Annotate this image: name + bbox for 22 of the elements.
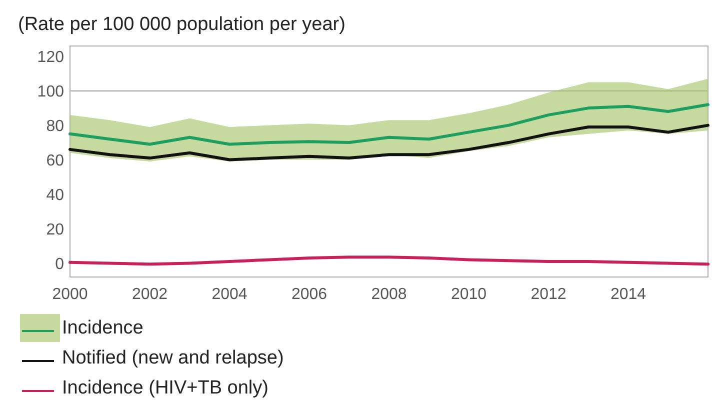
x-tick-label: 2012 [530, 286, 566, 303]
legend-label: Incidence [62, 318, 144, 339]
chart-title: (Rate per 100 000 population per year) [18, 14, 346, 35]
x-tick-label: 2008 [371, 286, 407, 303]
line-series [68, 256, 710, 266]
x-tick-label: 2002 [132, 286, 168, 303]
line-series [68, 103, 710, 146]
x-tick-label: 2006 [291, 286, 328, 303]
y-tick-label: 20 [46, 221, 64, 238]
x-tick-label: 2000 [52, 286, 88, 303]
y-tick-label: 0 [55, 256, 64, 273]
legend-label: Incidence (HIV+TB only) [62, 378, 268, 399]
legend-label: Notified (new and relapse) [62, 348, 284, 369]
line-series [68, 124, 710, 162]
y-tick-label: 120 [37, 48, 64, 66]
y-tick-label: 60 [46, 152, 64, 170]
x-tick-label: 2004 [212, 286, 248, 303]
x-tick-label: 2010 [450, 286, 487, 303]
x-tick-label: 2014 [610, 286, 646, 303]
y-tick-label: 40 [46, 186, 64, 204]
y-tick-label: 100 [37, 83, 64, 100]
y-tick-label: 80 [46, 118, 64, 135]
